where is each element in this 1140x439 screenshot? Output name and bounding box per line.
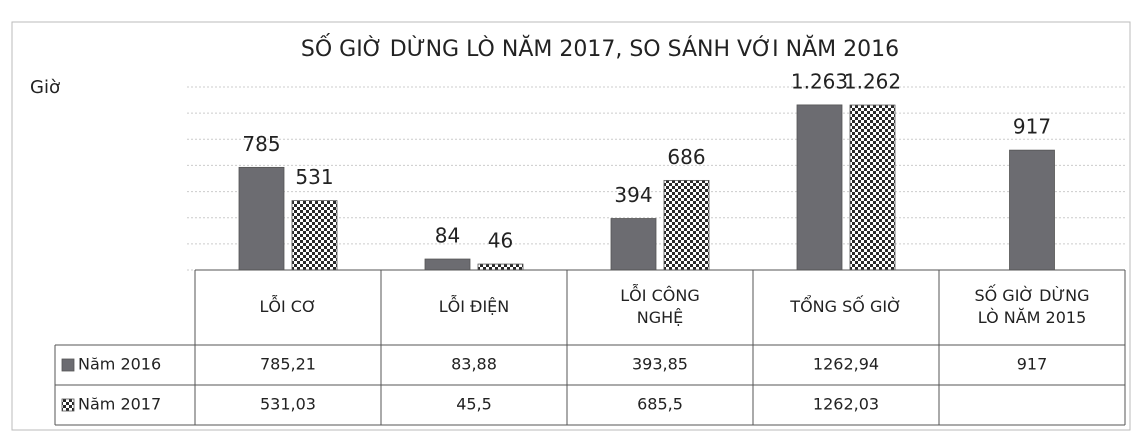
- legend-swatch: [61, 398, 75, 412]
- x-tick-label: NGHỆ: [637, 308, 684, 327]
- data-label: 1.263: [791, 69, 848, 93]
- data-label: 531: [295, 165, 333, 189]
- data-label: 1.262: [844, 70, 901, 94]
- table-cell: 1262,03: [813, 395, 879, 414]
- bar: [238, 166, 285, 271]
- bar: [424, 258, 471, 271]
- x-tick-label: LỖI ĐIỆN: [439, 295, 510, 316]
- data-label: 785: [242, 132, 280, 156]
- bar: [610, 218, 657, 271]
- table-cell: 785,21: [260, 355, 316, 374]
- x-tick-label: TỔNG SỐ GIỜ: [789, 295, 901, 316]
- table-cell: 1262,94: [813, 355, 879, 374]
- bar: [291, 200, 338, 271]
- table-cell: 83,88: [451, 355, 497, 374]
- data-label: 46: [488, 229, 513, 253]
- bar: [1009, 149, 1055, 271]
- legend-label: Năm 2016: [78, 355, 161, 374]
- table-cell: 45,5: [456, 395, 492, 414]
- data-label: 84: [435, 224, 460, 248]
- data-label: 394: [614, 183, 652, 207]
- table-cell: 685,5: [637, 395, 683, 414]
- frame: [11, 21, 1131, 431]
- table-cell: 531,03: [260, 395, 316, 414]
- bar: [849, 104, 896, 271]
- chart-title: SỐ GIỜ DỪNG LÒ NĂM 2017, SO SÁNH VỚI NĂM…: [301, 33, 899, 62]
- data-label: 917: [1013, 115, 1051, 139]
- y-axis-label: Giờ: [30, 77, 60, 98]
- x-tick-label: LÒ NĂM 2015: [978, 308, 1087, 327]
- table-cell: 917: [1017, 355, 1048, 374]
- legend-label: Năm 2017: [78, 395, 161, 414]
- x-tick-label: SỐ GIỜ DỪNG: [974, 284, 1089, 305]
- x-tick-label: LỖI CƠ: [259, 295, 316, 316]
- bar: [796, 104, 843, 271]
- table-cell: 393,85: [632, 355, 688, 374]
- data-label: 686: [667, 145, 705, 169]
- bar: [477, 263, 524, 271]
- legend-swatch: [61, 358, 75, 372]
- x-tick-label: LỖI CÔNG: [620, 284, 699, 305]
- bar: [663, 179, 710, 271]
